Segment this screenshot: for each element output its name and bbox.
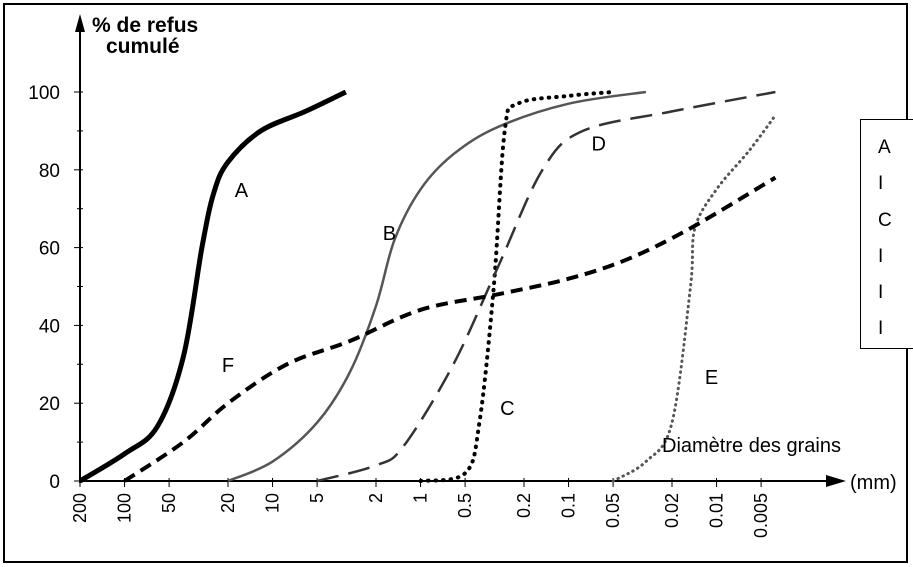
legend-item: I xyxy=(878,246,884,267)
curve-label-e: E xyxy=(705,367,718,389)
legend-item: C xyxy=(878,210,892,231)
y-axis-title: % de refus xyxy=(92,14,198,37)
x-axis-title: Diamètre des grains xyxy=(662,435,841,457)
legend-box xyxy=(860,119,913,349)
series-line-b xyxy=(227,90,647,483)
curve-label-b: B xyxy=(383,223,396,245)
curve-label-d: D xyxy=(591,133,605,155)
legend-item: I xyxy=(878,318,884,339)
x-tick-label: 0.1 xyxy=(559,493,579,518)
x-tick-label: 5 xyxy=(307,493,327,503)
x-tick-label: 0.5 xyxy=(455,493,475,518)
x-tick-label: 0.005 xyxy=(751,493,771,538)
legend-item: I xyxy=(878,173,884,194)
curve-label-f: F xyxy=(222,355,234,377)
y-tick-label: 0 xyxy=(49,472,60,493)
series-line-a xyxy=(78,89,347,484)
x-tick-label: 2 xyxy=(366,493,386,503)
x-tick-label: 50 xyxy=(159,493,179,513)
series-line-f xyxy=(123,175,777,483)
x-tick-label: 0.01 xyxy=(707,493,727,528)
legend-item: A xyxy=(878,137,891,158)
y-tick-label: 40 xyxy=(39,316,60,337)
curve-label-a: A xyxy=(235,180,249,202)
y-tick-label: 80 xyxy=(39,161,60,182)
x-tick-label: 0.2 xyxy=(514,493,534,518)
series-line-d xyxy=(316,90,776,483)
legend-item: I xyxy=(878,282,884,303)
x-tick-label: 10 xyxy=(263,493,283,513)
x-tick-label: 200 xyxy=(70,493,90,523)
curve-label-c: C xyxy=(500,398,514,420)
x-tick-label: 0.05 xyxy=(603,493,623,528)
x-tick-label: 1 xyxy=(411,493,431,503)
y-axis-arrow xyxy=(75,14,85,32)
y-tick-label: 20 xyxy=(39,394,60,415)
x-axis-arrow xyxy=(826,475,846,487)
y-tick-label: 60 xyxy=(39,239,60,260)
x-axis-title: (mm) xyxy=(850,472,897,494)
axes xyxy=(74,14,846,487)
series-line-c xyxy=(418,90,616,483)
x-tick-label: 100 xyxy=(115,493,135,523)
x-tick-label: 0.02 xyxy=(662,493,682,528)
x-tick-label: 20 xyxy=(218,493,238,513)
y-axis-title: cumulé xyxy=(106,35,180,58)
y-tick-label: 100 xyxy=(28,83,60,104)
series-layer xyxy=(78,89,777,484)
series-line-e xyxy=(611,113,777,483)
